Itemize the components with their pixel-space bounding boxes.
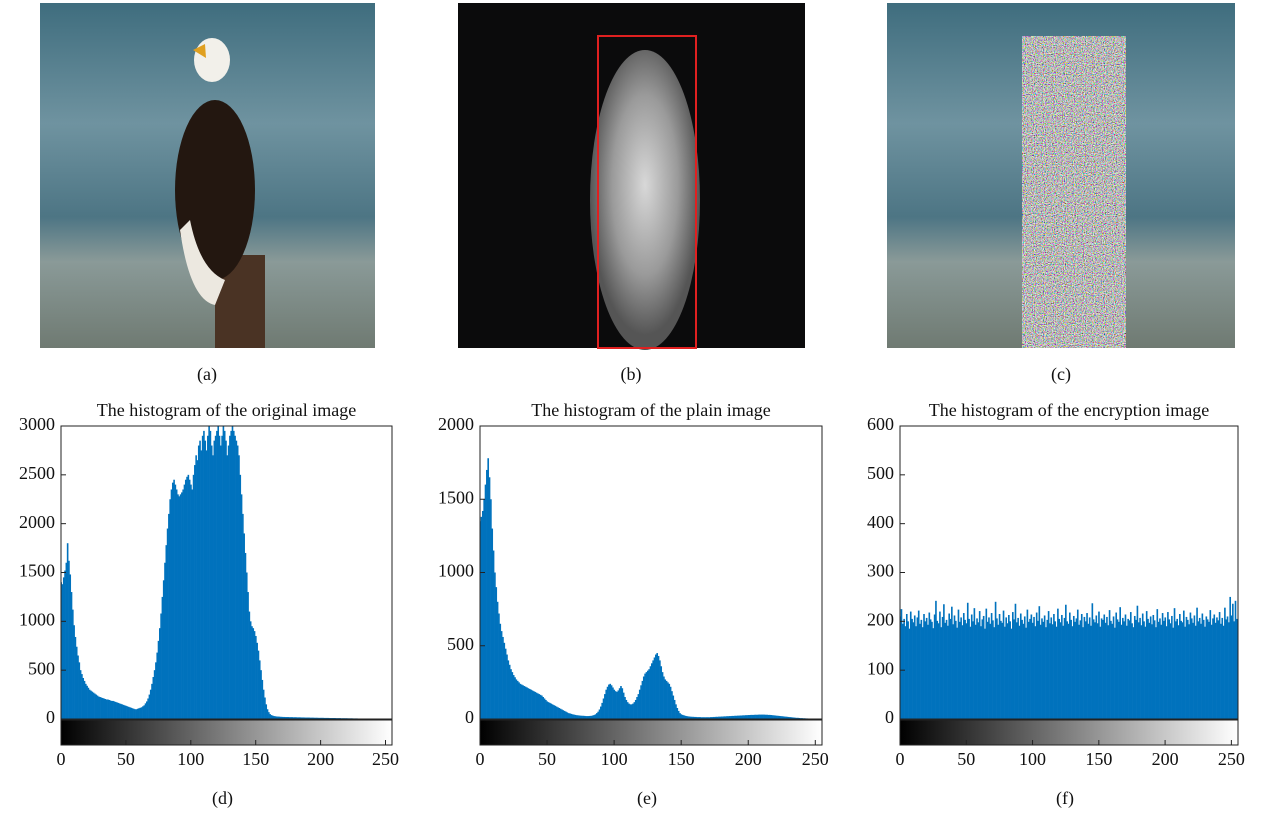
x-tick-label: 250 bbox=[1218, 749, 1245, 769]
y-tick-label: 500 bbox=[447, 634, 474, 654]
y-tick-label: 500 bbox=[28, 658, 55, 678]
image-original bbox=[40, 3, 375, 348]
chart-title: The histogram of the original image bbox=[97, 400, 356, 420]
x-tick-label: 0 bbox=[476, 749, 485, 769]
caption: (b) bbox=[621, 364, 642, 385]
y-tick-label: 0 bbox=[885, 707, 894, 727]
histogram-panel: 0 100 200 300 400 500 600 0 50 100 150 200 250 The hi… bbox=[867, 400, 1245, 809]
x-tick-label: 200 bbox=[1152, 749, 1179, 769]
colorbar bbox=[480, 720, 822, 745]
x-tick-label: 150 bbox=[242, 749, 269, 769]
y-tick-label: 600 bbox=[867, 414, 894, 434]
x-tick-label: 100 bbox=[601, 749, 628, 769]
y-tick-label: 3000 bbox=[19, 414, 55, 434]
x-tick-label: 0 bbox=[896, 749, 905, 769]
y-tick-label: 0 bbox=[465, 707, 474, 727]
x-tick-label: 200 bbox=[307, 749, 334, 769]
y-tick-label: 2500 bbox=[19, 463, 55, 483]
y-tick-label: 1000 bbox=[438, 561, 474, 581]
histogram-panel: 0 500 1000 1500 2000 2500 3000 0 50 100 150 200 250 T… bbox=[19, 400, 399, 809]
x-tick-label: 0 bbox=[57, 749, 66, 769]
x-tick-label: 50 bbox=[957, 749, 975, 769]
chart-title: The histogram of the encryption image bbox=[929, 400, 1209, 420]
x-tick-label: 50 bbox=[538, 749, 556, 769]
caption: (d) bbox=[212, 788, 233, 809]
y-tick-label: 100 bbox=[867, 658, 894, 678]
x-tick-label: 100 bbox=[177, 749, 204, 769]
image-encrypted bbox=[887, 3, 1235, 348]
y-tick-label: 2000 bbox=[19, 512, 55, 532]
bars bbox=[479, 458, 819, 719]
x-tick-label: 250 bbox=[372, 749, 399, 769]
image-saliency bbox=[458, 3, 805, 350]
x-tick-label: 200 bbox=[735, 749, 762, 769]
y-tick-label: 0 bbox=[46, 707, 55, 727]
y-tick-label: 1000 bbox=[19, 609, 55, 629]
y-tick-label: 2000 bbox=[438, 414, 474, 434]
chart-title: The histogram of the plain image bbox=[531, 400, 770, 420]
histogram-panel: 0 500 1000 1500 2000 0 50 100 150 200 250 The histo… bbox=[438, 400, 829, 809]
y-tick-label: 1500 bbox=[19, 561, 55, 581]
y-tick-label: 300 bbox=[867, 561, 894, 581]
x-tick-label: 50 bbox=[117, 749, 135, 769]
caption: (f) bbox=[1056, 788, 1074, 809]
y-tick-label: 200 bbox=[867, 609, 894, 629]
colorbar bbox=[900, 720, 1238, 745]
caption: (a) bbox=[197, 364, 217, 385]
caption: (c) bbox=[1051, 364, 1071, 385]
y-tick-label: 500 bbox=[867, 463, 894, 483]
x-tick-label: 150 bbox=[1085, 749, 1112, 769]
x-tick-label: 250 bbox=[802, 749, 829, 769]
bars bbox=[60, 426, 389, 719]
bars bbox=[899, 597, 1239, 719]
y-tick-label: 1500 bbox=[438, 487, 474, 507]
caption: (e) bbox=[637, 788, 657, 809]
x-tick-label: 100 bbox=[1019, 749, 1046, 769]
colorbar bbox=[61, 720, 392, 745]
y-tick-label: 400 bbox=[867, 512, 894, 532]
x-tick-label: 150 bbox=[668, 749, 695, 769]
